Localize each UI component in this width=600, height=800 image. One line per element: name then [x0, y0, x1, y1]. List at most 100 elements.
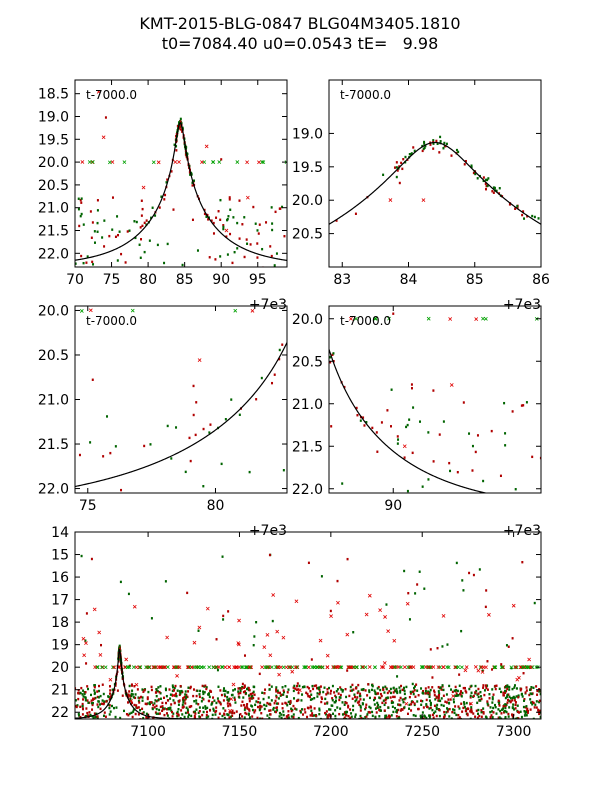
model-curve [329, 349, 488, 493]
flagged-point [515, 677, 520, 682]
x-tick-label: 75 [103, 272, 121, 288]
data-point [146, 697, 149, 701]
flagged-point [379, 665, 384, 669]
y-tick-label: 22 [51, 705, 69, 721]
data-point [421, 144, 424, 148]
data-point [534, 703, 537, 706]
data-point [448, 684, 451, 688]
data-point [383, 691, 386, 694]
data-point [393, 166, 396, 169]
data-point [395, 161, 398, 164]
data-point [280, 713, 283, 716]
data-point [371, 684, 374, 688]
data-point [523, 217, 526, 220]
data-point [395, 715, 398, 718]
data-point [491, 696, 494, 699]
data-point [530, 692, 533, 696]
data-point [444, 494, 446, 496]
data-point [465, 708, 468, 711]
data-point [85, 714, 88, 718]
data-point [145, 712, 148, 716]
y-tick-label: 21.0 [292, 397, 323, 413]
data-point [410, 383, 413, 386]
data-point [99, 703, 102, 706]
data-point [436, 142, 439, 146]
data-point [219, 703, 222, 706]
data-point [516, 206, 519, 210]
data-point [398, 181, 401, 185]
data-point [149, 443, 152, 446]
data-point [331, 704, 334, 707]
data-point [442, 147, 445, 150]
data-point [391, 705, 394, 708]
data-point [443, 710, 446, 714]
flagged-point [250, 308, 255, 313]
data-point [267, 696, 270, 699]
data-point [259, 717, 262, 719]
data-point [500, 712, 503, 715]
data-point [395, 175, 398, 179]
data-point [128, 684, 131, 688]
flagged-point [451, 694, 456, 698]
flagged-point [192, 640, 197, 645]
data-point [147, 690, 150, 694]
data-point [202, 706, 205, 709]
data-point [272, 708, 275, 711]
data-point [114, 684, 117, 687]
data-point [239, 689, 242, 693]
data-point [419, 715, 422, 719]
data-point [424, 692, 427, 695]
data-point [539, 715, 541, 719]
data-point [104, 715, 107, 718]
data-point [442, 704, 445, 707]
data-point [82, 689, 85, 692]
flagged-point [277, 672, 281, 677]
data-point [150, 688, 153, 692]
data-point [504, 717, 507, 719]
data-point [396, 442, 399, 445]
data-point [513, 696, 516, 700]
x-tick-label: 85 [466, 272, 484, 288]
axes-frame [74, 531, 542, 720]
data-point [245, 712, 248, 716]
flagged-point [388, 198, 393, 202]
data-point [109, 695, 112, 699]
data-point [324, 697, 327, 701]
data-point [422, 689, 425, 693]
data-point [184, 711, 187, 715]
flagged-point [381, 665, 386, 669]
data-point [98, 689, 101, 693]
data-point [413, 689, 416, 692]
data-point [182, 699, 185, 702]
data-point [438, 686, 441, 690]
flagged-point [392, 638, 397, 643]
data-point [228, 716, 231, 719]
data-point [261, 247, 264, 251]
data-point [117, 233, 120, 237]
data-point [359, 709, 362, 712]
data-point [340, 688, 343, 691]
data-point [442, 420, 445, 423]
data-point [238, 237, 241, 240]
data-point [497, 716, 500, 719]
data-point [409, 692, 412, 695]
flagged-point [521, 665, 525, 670]
data-point [127, 701, 130, 704]
data-point [159, 685, 162, 688]
data-point [80, 254, 83, 258]
data-point [429, 703, 432, 707]
data-point [445, 142, 448, 146]
data-point [271, 381, 274, 385]
data-point [94, 696, 97, 700]
data-point [214, 713, 217, 716]
data-point [245, 704, 248, 707]
data-point [238, 199, 241, 202]
data-point [301, 685, 304, 689]
data-point [390, 714, 393, 717]
data-point [237, 692, 240, 695]
data-point [489, 710, 492, 714]
data-point [526, 215, 529, 218]
flagged-point [82, 653, 87, 658]
data-point [164, 687, 167, 690]
